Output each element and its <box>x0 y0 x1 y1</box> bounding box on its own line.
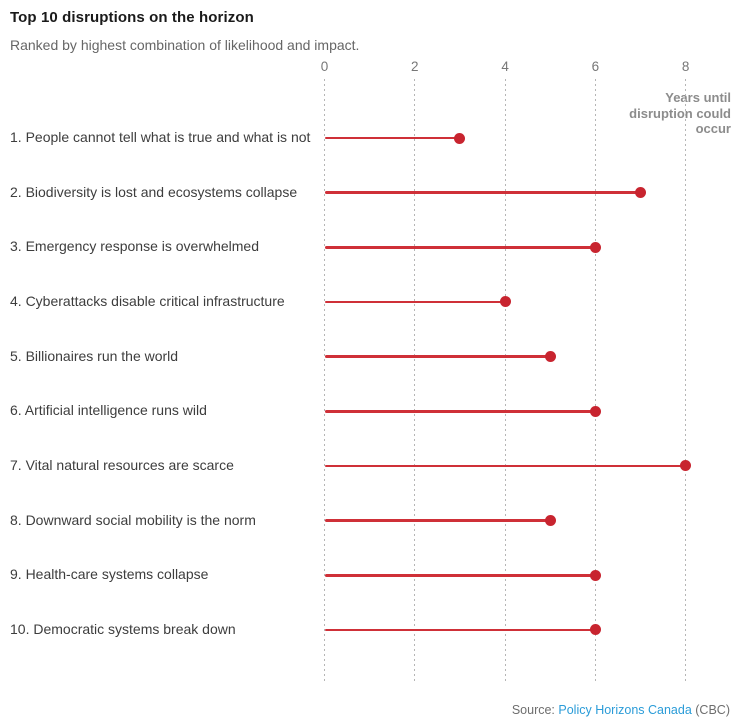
gridline <box>324 79 325 684</box>
lollipop-line <box>324 519 551 522</box>
lollipop-dot <box>544 515 556 527</box>
row-label: 8. Downward social mobility is the norm <box>10 511 256 528</box>
lollipop-dot <box>589 569 601 581</box>
source-suffix: (CBC) <box>691 703 730 717</box>
x-axis-title: Years until disruption could occur <box>629 90 731 136</box>
lollipop-dot <box>680 460 692 472</box>
x-tick-label: 2 <box>411 59 419 74</box>
lollipop-line <box>324 355 551 358</box>
lollipop-dot <box>589 241 601 253</box>
row-label: 9. Health-care systems collapse <box>10 566 209 583</box>
lollipop-line <box>324 191 641 194</box>
gridline <box>594 79 596 684</box>
row-label: 3. Emergency response is overwhelmed <box>10 238 260 255</box>
chart-subtitle: Ranked by highest combination of likelih… <box>10 37 360 53</box>
lollipop-line <box>324 464 686 468</box>
lollipop-dot <box>589 624 601 636</box>
gridline <box>414 79 416 684</box>
lollipop-dot <box>454 132 466 144</box>
row-label: 1. People cannot tell what is true and w… <box>10 129 311 145</box>
lollipop-dot <box>589 405 601 417</box>
source-prefix: Source: <box>511 703 559 717</box>
x-tick-label: 6 <box>591 59 600 74</box>
row-label: 2. Biodiversity is lost and ecosystems c… <box>10 183 298 200</box>
row-label: 10. Democratic systems break down <box>10 620 236 637</box>
row-label: 5. Billionaires run the world <box>10 347 179 364</box>
row-label: 6. Artificial intelligence runs wild <box>10 402 207 419</box>
lollipop-line <box>324 574 596 577</box>
lollipop-dot <box>635 187 647 199</box>
chart-title: Top 10 disruptions on the horizon <box>10 9 254 26</box>
row-label: 4. Cyberattacks disable critical infrast… <box>10 292 285 309</box>
source-line: Source: Policy Horizons Canada (CBC) <box>512 703 730 717</box>
gridline <box>504 79 506 684</box>
lollipop-dot <box>544 351 556 363</box>
lollipop-line <box>324 300 506 304</box>
x-tick-label: 4 <box>501 59 509 74</box>
lollipop-line <box>324 410 596 413</box>
row-label: 7. Vital natural resources are scarce <box>10 456 234 473</box>
gridline <box>685 79 687 684</box>
lollipop-line <box>324 628 596 632</box>
lollipop-dot <box>499 296 511 308</box>
x-tick-label: 0 <box>320 59 329 74</box>
lollipop-line <box>324 136 460 140</box>
source-link[interactable]: Policy Horizons Canada <box>558 703 692 717</box>
lollipop-line <box>324 246 596 249</box>
x-tick-label: 8 <box>681 59 690 74</box>
